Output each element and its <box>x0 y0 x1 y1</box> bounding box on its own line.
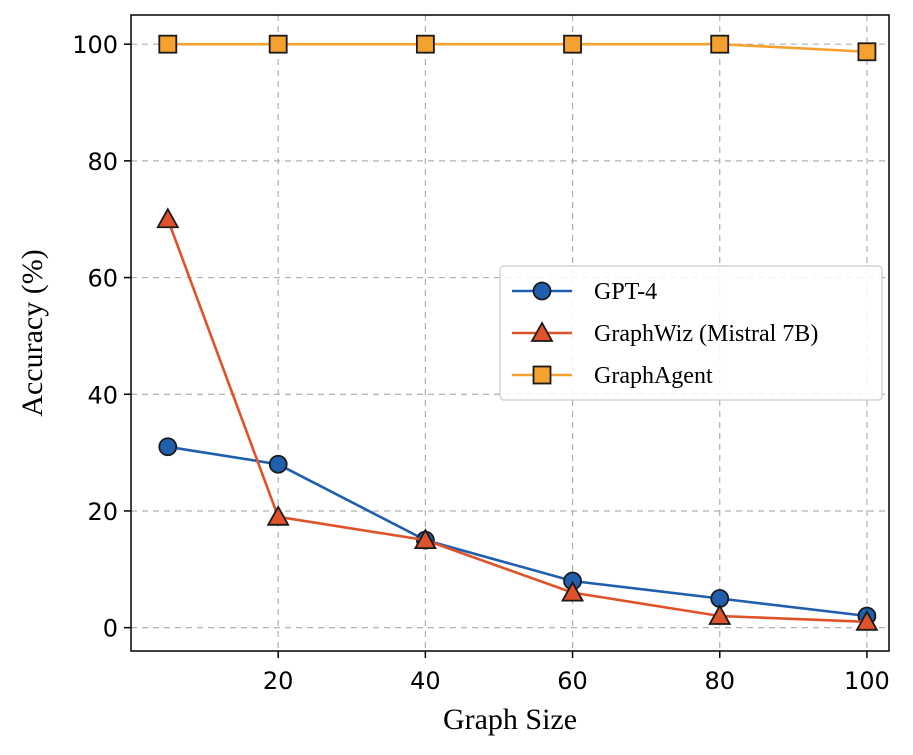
legend: GPT-4 GraphWiz (Mistral 7B) GraphAgent <box>499 265 883 401</box>
data-point-graphagent <box>415 34 435 54</box>
x-tick-label: 60 <box>557 667 588 695</box>
data-point-graphwiz-mistral-7b <box>855 609 879 631</box>
data-point-graphwiz-mistral-7b <box>561 580 585 602</box>
y-axis-title: Accuracy (%) <box>16 249 49 416</box>
legend-marker <box>532 281 552 301</box>
data-point-graphwiz-mistral-7b <box>266 504 290 526</box>
legend-entry-graphwiz-mistral-7b: GraphWiz (Mistral 7B) <box>512 321 818 347</box>
legend-box <box>499 265 883 401</box>
legend-entry-gpt-4: GPT-4 <box>512 279 657 305</box>
data-point-graphagent <box>710 34 730 54</box>
legend-label: GraphWiz (Mistral 7B) <box>594 321 818 347</box>
series-line-gpt-4 <box>167 445 868 618</box>
x-tick-label: 100 <box>844 667 890 695</box>
data-point-graphagent <box>158 34 178 54</box>
data-point-graphwiz-mistral-7b <box>413 528 437 550</box>
x-tick-label: 80 <box>704 667 735 695</box>
data-point-graphwiz-mistral-7b <box>156 207 180 229</box>
legend-label: GraphAgent <box>594 363 713 389</box>
y-tick-label: 60 <box>87 265 118 293</box>
y-tick-label: 40 <box>87 381 118 409</box>
x-tick-label: 20 <box>263 667 294 695</box>
data-point-graphagent <box>268 34 288 54</box>
data-point-gpt-4 <box>268 454 288 474</box>
legend-marker <box>530 321 554 342</box>
data-point-graphagent <box>857 42 877 62</box>
legend-marker <box>532 365 552 385</box>
y-tick-label: 0 <box>103 615 118 643</box>
series-line-graphwiz-mistral-7b <box>166 218 867 624</box>
axis-ticks: 20 40 60 80 100 0 20 40 60 80 100 <box>72 31 890 695</box>
legend-label: GPT-4 <box>594 279 657 305</box>
series-gpt-4 <box>158 437 877 626</box>
y-tick-label: 20 <box>87 498 118 526</box>
legend-entry-graphagent: GraphAgent <box>512 363 713 389</box>
plot-frame <box>130 14 890 652</box>
y-tick-label: 80 <box>87 148 118 176</box>
series-layer <box>156 34 879 631</box>
y-tick-label: 100 <box>72 31 118 59</box>
series-line-graphagent <box>167 42 867 54</box>
data-point-graphwiz-mistral-7b <box>708 604 732 625</box>
series-graphagent <box>158 34 877 62</box>
x-tick-label: 40 <box>410 667 441 695</box>
data-point-gpt-4 <box>158 437 178 457</box>
data-point-graphagent <box>563 34 582 54</box>
series-graphwiz-mistral-7b <box>156 207 879 631</box>
x-axis-title: Graph Size <box>443 703 577 736</box>
